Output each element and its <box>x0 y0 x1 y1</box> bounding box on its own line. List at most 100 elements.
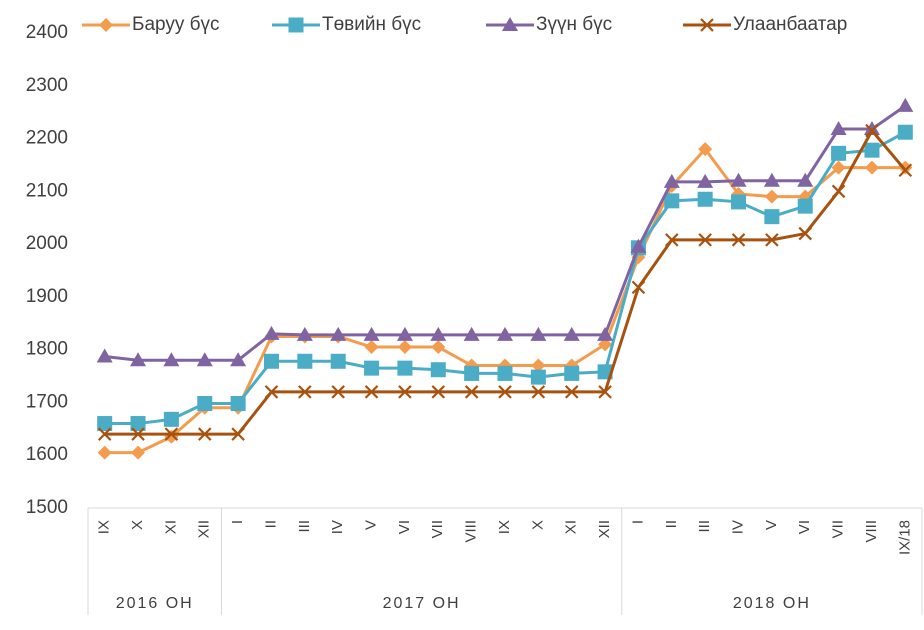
data-point <box>263 353 279 369</box>
data-point <box>131 445 146 460</box>
x-tick-label: XI <box>162 520 179 534</box>
data-point <box>865 123 879 138</box>
y-tick-label: 2100 <box>26 180 68 201</box>
data-point <box>631 280 646 295</box>
data-point <box>864 142 880 158</box>
legend-label: Баруу бүс <box>132 14 220 35</box>
x-tick-label: IV <box>329 520 346 534</box>
x-tick-label: I <box>229 520 246 524</box>
y-tick-label: 2000 <box>26 233 68 254</box>
data-point <box>863 121 880 136</box>
data-point <box>463 326 480 341</box>
data-point <box>364 385 379 399</box>
data-point <box>697 191 713 207</box>
x-tick-label: VIII <box>463 520 480 543</box>
data-point <box>731 194 747 210</box>
data-point <box>131 427 145 441</box>
legend-label: Улаанбаатар <box>733 14 847 35</box>
data-point <box>564 385 579 399</box>
series-line <box>104 129 907 436</box>
x-tick-label: VII <box>830 520 847 538</box>
y-tick-label: 2200 <box>26 128 68 149</box>
legend-marker <box>700 18 714 32</box>
data-point <box>96 348 113 363</box>
legend-marker <box>99 18 113 32</box>
data-point <box>598 385 612 399</box>
data-point <box>830 121 847 136</box>
data-point <box>130 416 146 432</box>
data-point <box>431 385 446 399</box>
data-point <box>97 445 112 460</box>
data-point <box>330 326 347 341</box>
data-point <box>363 326 380 341</box>
x-tick-label: IV <box>729 520 746 534</box>
data-point <box>464 365 480 381</box>
legend-label: Зүүн бүс <box>536 14 612 35</box>
data-point <box>531 385 546 399</box>
data-point <box>831 145 847 161</box>
y-tick-label: 1900 <box>26 286 68 307</box>
group-label: 2018 ОН <box>733 595 811 612</box>
data-point <box>498 385 512 399</box>
data-point <box>497 365 513 381</box>
data-point <box>764 189 779 204</box>
x-tick-label: III <box>696 520 713 533</box>
data-point <box>164 427 179 441</box>
data-point <box>797 198 813 214</box>
x-tick-label: IX <box>96 520 113 534</box>
y-tick-label: 1800 <box>26 339 68 360</box>
x-tick-label: VIII <box>863 520 880 543</box>
data-point <box>764 209 780 225</box>
data-point <box>430 326 447 341</box>
data-point <box>797 172 814 187</box>
data-point <box>897 97 914 112</box>
data-point <box>297 353 313 369</box>
x-tick-label: II <box>663 520 680 528</box>
data-point <box>697 173 714 188</box>
data-point <box>330 353 346 369</box>
group-label: 2016 ОН <box>116 595 194 612</box>
data-point <box>597 326 614 341</box>
series-line <box>104 104 907 362</box>
legend-label: Төвийн бүс <box>322 14 421 35</box>
data-point <box>197 396 213 411</box>
data-point <box>898 163 913 177</box>
legend-marker <box>288 17 304 33</box>
data-point <box>163 352 180 367</box>
legend-marker <box>502 17 518 31</box>
x-tick-label: II <box>262 520 279 528</box>
data-point <box>497 326 513 341</box>
data-point <box>864 160 879 175</box>
data-point <box>397 360 413 376</box>
series-line <box>104 147 906 455</box>
y-tick-label: 1700 <box>26 391 68 412</box>
group-label: 2017 ОН <box>383 595 461 612</box>
data-point <box>897 124 913 140</box>
x-tick-label: V <box>363 520 380 530</box>
x-tick-label: X <box>129 520 146 530</box>
data-point <box>531 358 546 373</box>
data-point <box>197 427 212 441</box>
data-point <box>730 172 747 187</box>
data-point <box>364 360 380 376</box>
x-tick-label: IX/18 <box>896 520 913 555</box>
data-point <box>664 193 680 209</box>
y-tick-label: 1500 <box>26 497 68 518</box>
data-point <box>97 416 113 432</box>
data-point <box>231 427 245 441</box>
x-tick-label: VI <box>396 520 413 534</box>
x-tick-label: XI <box>563 520 580 534</box>
data-point <box>396 326 413 341</box>
data-point <box>431 340 446 355</box>
data-point <box>763 172 780 187</box>
data-point <box>230 396 246 411</box>
x-tick-label: XII <box>596 520 613 538</box>
data-point <box>397 340 412 355</box>
x-tick-label: X <box>529 520 546 530</box>
data-point <box>464 385 479 399</box>
data-point <box>263 325 280 340</box>
data-point <box>398 385 412 399</box>
data-point <box>130 352 147 367</box>
x-tick-label: III <box>296 520 313 533</box>
